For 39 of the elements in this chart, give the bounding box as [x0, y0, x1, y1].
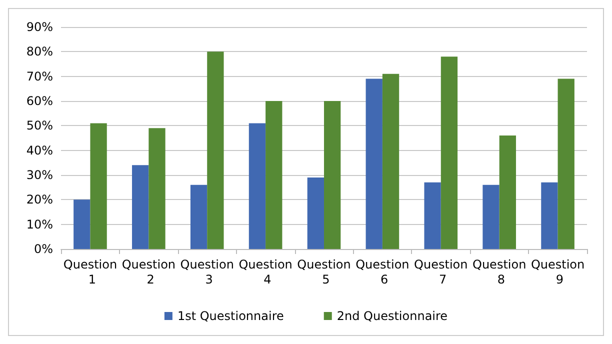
- x-tick-label: Question 8: [472, 258, 526, 286]
- bar: [266, 101, 282, 249]
- y-tick-label: 30%: [26, 168, 53, 182]
- y-tick-label: 60%: [26, 94, 53, 108]
- x-tick-label: Question 4: [238, 258, 292, 286]
- legend-label: 1st Questionnaire: [177, 309, 284, 323]
- x-tick-label: Question 2: [122, 258, 176, 286]
- bar: [424, 182, 441, 249]
- bar: [440, 56, 458, 249]
- bar: [541, 182, 558, 249]
- bar: [90, 123, 107, 249]
- bar: [558, 78, 574, 249]
- x-tick-label: Question 9: [530, 258, 585, 286]
- bar: [482, 184, 500, 249]
- bar: [499, 136, 516, 249]
- bar: [132, 165, 149, 249]
- x-tick-label: Question 1: [63, 258, 118, 286]
- x-tick-label: Question 3: [180, 258, 234, 286]
- bar: [248, 123, 266, 249]
- bar: [324, 101, 341, 249]
- y-tick-label: 80%: [26, 44, 53, 59]
- bar: [148, 128, 166, 249]
- bar: [207, 52, 224, 249]
- y-tick-label: 90%: [26, 20, 53, 34]
- bar: [366, 78, 382, 249]
- y-tick-label: 50%: [26, 118, 53, 133]
- x-tick-label: Question 7: [414, 258, 468, 286]
- x-tick-label: Question 6: [356, 258, 410, 286]
- legend-label: 2nd Questionnaire: [336, 309, 448, 323]
- bar: [307, 177, 324, 249]
- y-tick-label: 20%: [26, 192, 53, 207]
- bar: [382, 74, 400, 249]
- y-tick-label: 10%: [26, 217, 53, 232]
- bar: [74, 200, 90, 249]
- y-tick-label: 0%: [34, 242, 53, 256]
- x-tick-label: Question 5: [297, 258, 351, 286]
- y-tick-label: 40%: [26, 143, 53, 158]
- bar: [190, 184, 208, 249]
- y-tick-label: 70%: [26, 69, 53, 84]
